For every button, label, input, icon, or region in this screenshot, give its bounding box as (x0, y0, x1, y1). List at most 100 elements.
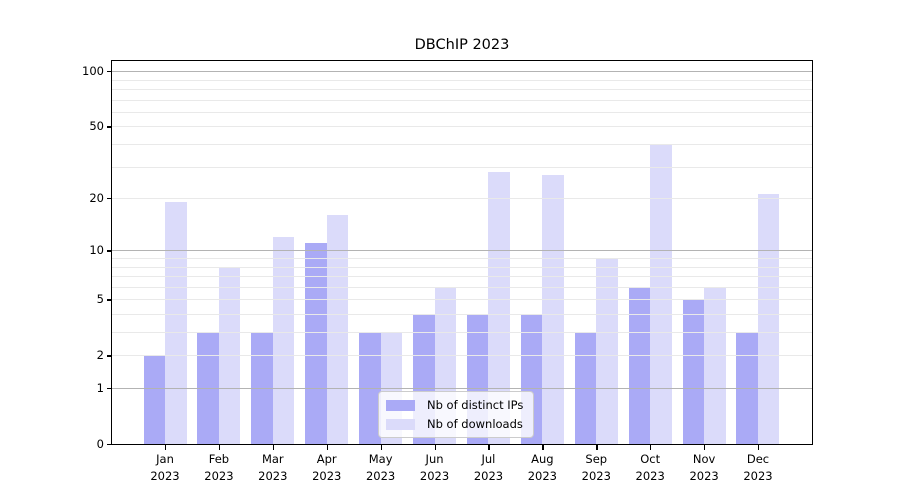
month-label: Apr (316, 452, 337, 466)
month-label: Sep (585, 452, 608, 466)
year-label: 2023 (419, 469, 450, 483)
minor-gridline-8 (112, 266, 812, 268)
year-label: 2023 (527, 469, 557, 483)
y-tick-label-100: 100 (82, 64, 104, 79)
plot-area: Nb of distinct IPs Nb of downloads (111, 60, 813, 445)
month-label: Aug (531, 452, 554, 466)
month-label: Jul (481, 452, 496, 466)
x-tick-label-jan: Jan 2023 (150, 451, 179, 485)
x-tick-jan (165, 445, 167, 450)
minor-gridline-90 (112, 79, 812, 81)
minor-gridline-3 (112, 332, 812, 334)
bar-downloads-jul (488, 172, 510, 444)
minor-gridline-20 (112, 198, 812, 200)
x-tick-oct (650, 445, 652, 450)
year-label: 2023 (312, 469, 342, 483)
minor-gridline-6 (112, 286, 812, 288)
x-tick-label-aug: Aug 2023 (528, 451, 557, 485)
x-tick-apr (326, 445, 329, 450)
legend: Nb of distinct IPs Nb of downloads (378, 391, 535, 438)
x-tick-label-oct: Oct 2023 (636, 451, 665, 485)
bar-downloads-dec (757, 194, 780, 444)
y-tick-label-20: 20 (89, 191, 104, 206)
x-tick-label-sep: Sep 2023 (582, 451, 611, 485)
y-tick-20 (107, 198, 112, 200)
x-tick-dec (757, 445, 760, 450)
legend-swatch-downloads (386, 418, 415, 430)
x-tick-mar (272, 445, 275, 450)
bar-downloads-jan (165, 202, 187, 444)
legend-swatch-distinct-ips (386, 399, 415, 411)
major-gridline-100 (112, 71, 812, 73)
y-tick-label-5: 5 (96, 292, 104, 307)
y-tick-5 (107, 299, 112, 301)
month-label: Oct (640, 452, 661, 466)
bar-ips-nov (682, 299, 705, 444)
bar-downloads-nov (704, 286, 726, 444)
x-tick-label-apr: Apr 2023 (312, 451, 341, 485)
minor-gridline-9 (112, 258, 812, 259)
legend-row-downloads: Nb of downloads (386, 417, 523, 431)
x-tick-label-mar: Mar 2023 (258, 451, 287, 485)
month-label: Nov (692, 452, 716, 466)
month-label: Jan (156, 452, 174, 466)
month-label: Dec (746, 452, 770, 466)
year-label: 2023 (365, 469, 396, 483)
legend-row-distinct-ips: Nb of distinct IPs (386, 398, 523, 412)
minor-gridline-80 (112, 89, 812, 91)
x-tick-may (380, 445, 382, 450)
minor-gridline-7 (112, 276, 812, 278)
y-tick-label-2: 2 (96, 348, 104, 363)
bar-downloads-apr (326, 215, 349, 444)
month-label: Jun (425, 452, 444, 466)
year-label: 2023 (635, 469, 665, 483)
y-tick-label-50: 50 (89, 119, 104, 134)
minor-gridline-60 (112, 111, 812, 113)
year-label: 2023 (204, 469, 234, 483)
x-tick-label-nov: Nov 2023 (689, 451, 718, 485)
year-label: 2023 (258, 469, 288, 483)
y-tick-0 (107, 444, 112, 446)
x-tick-jul (488, 445, 490, 450)
legend-label-downloads: Nb of downloads (427, 417, 523, 431)
major-gridline-10 (112, 250, 812, 252)
year-label: 2023 (581, 469, 611, 483)
x-tick-sep (596, 445, 598, 450)
month-label: Mar (261, 452, 284, 466)
year-label: 2023 (743, 469, 773, 483)
month-label: Feb (208, 452, 230, 466)
x-tick-label-dec: Dec 2023 (743, 451, 772, 485)
x-tick-label-may: May 2023 (366, 451, 395, 485)
y-tick-2 (107, 355, 112, 357)
x-tick-jun (434, 445, 436, 450)
x-tick-label-jul: Jul 2023 (474, 451, 503, 485)
bar-ips-oct (628, 286, 651, 444)
bar-downloads-sep (596, 258, 618, 444)
x-tick-label-jun: Jun 2023 (420, 451, 449, 485)
year-label: 2023 (689, 469, 719, 483)
minor-gridline-5 (112, 299, 812, 301)
minor-gridline-70 (112, 99, 812, 101)
minor-gridline-4 (112, 313, 812, 315)
legend-label-distinct-ips: Nb of distinct IPs (427, 398, 524, 412)
y-tick-100 (107, 71, 112, 73)
year-label: 2023 (473, 469, 504, 483)
year-label: 2023 (150, 469, 180, 483)
y-tick-label-10: 10 (89, 243, 104, 258)
y-tick-50 (107, 126, 112, 128)
chart-title: DBChIP 2023 (414, 37, 510, 53)
x-tick-label-feb: Feb 2023 (204, 451, 233, 485)
y-tick-10 (107, 250, 112, 252)
month-label: May (368, 452, 393, 466)
bar-ips-jan (143, 355, 165, 444)
minor-gridline-50 (112, 126, 812, 128)
bar-downloads-aug (542, 174, 564, 444)
bar-downloads-mar (272, 236, 295, 444)
minor-gridline-40 (112, 144, 812, 146)
major-gridline-1 (112, 388, 812, 389)
bar-downloads-oct (650, 144, 672, 444)
y-tick-label-1: 1 (96, 381, 104, 395)
minor-gridline-30 (112, 166, 812, 168)
x-tick-feb (218, 445, 221, 450)
